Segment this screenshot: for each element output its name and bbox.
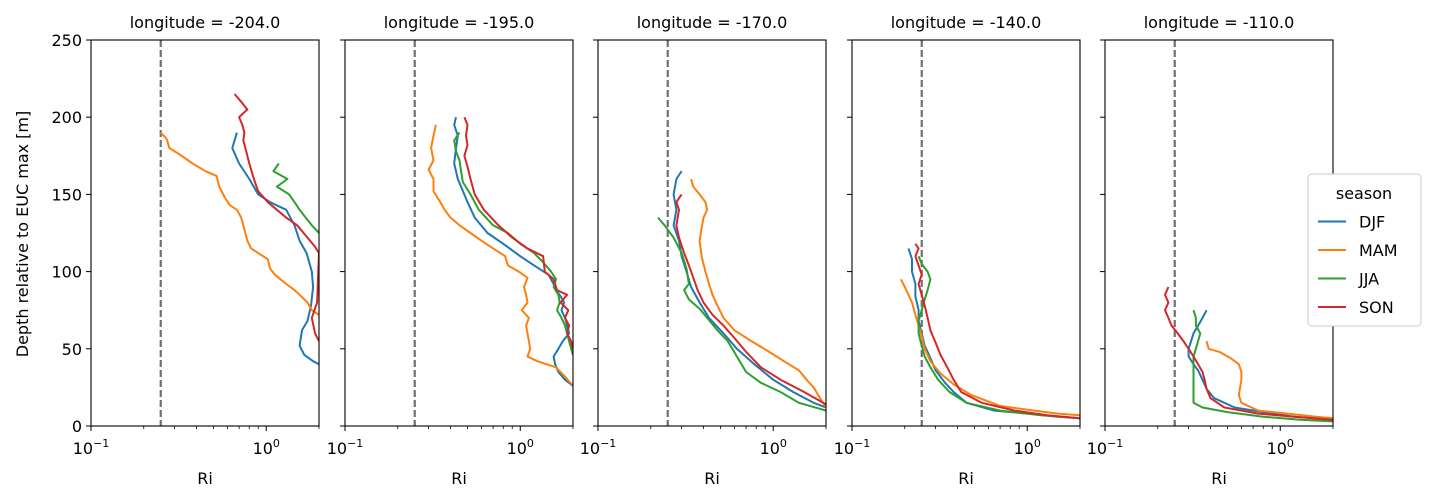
y-tick-label: 0 [72,417,82,436]
series-line-son [675,193,826,406]
x-tick-label: 100 [253,437,280,458]
series-line-jja [453,132,573,356]
x-axis-label: Ri [451,469,467,488]
series-line-djf [231,132,319,366]
x-axis-label: Ri [1211,469,1227,488]
x-axis-label: Ri [704,469,720,488]
series-line-jja [917,255,1080,420]
x-tick-label: 10−1 [1087,437,1124,458]
series-line-mam [1205,340,1333,420]
panel-title: longitude = -140.0 [891,13,1042,32]
x-tick-label: 100 [760,437,787,458]
legend-label-mam: MAM [1359,241,1398,260]
y-tick-label: 150 [51,185,82,204]
y-axis-label: Depth relative to EUC max [m] [13,111,32,358]
panel-3: longitude = -170.0 10−1 100 Ri [580,13,827,488]
panel-1: longitude = -204.0 0 50 100 150 200 250 10−1 100… [51,13,320,488]
panel-title: longitude = -170.0 [637,13,788,32]
legend-title: season [1336,184,1392,203]
legend-frame [1307,173,1422,327]
series-line-mam [690,178,826,409]
series-line-son [463,116,573,350]
y-tick-label: 50 [62,340,82,359]
series-line-mam [159,131,319,316]
y-tick-label: 100 [51,263,82,282]
panel-5: longitude = -110.0 10−1 100 Ri [1087,13,1334,488]
series-line-djf [1187,309,1333,421]
panel-title: longitude = -204.0 [130,13,281,32]
x-tick-label: 100 [507,437,534,458]
x-tick-label: 10−1 [580,437,617,458]
panel-2: longitude = -195.0 10−1 100 Ri [327,13,574,488]
plot-frame [344,39,574,427]
plot-frame [597,39,827,427]
x-tick-label: 10−1 [73,437,110,458]
series-line-son [233,93,319,342]
series-line-jja [657,216,826,412]
panel-title: longitude = -195.0 [384,13,535,32]
legend-items: DJF MAM JJA SON [1318,213,1398,317]
panel-4: longitude = -140.0 10−1 100 Ri [834,13,1081,488]
y-tick-label: 200 [51,108,82,127]
legend-label-djf: DJF [1359,213,1385,232]
panels: longitude = -204.0 0 50 100 150 200 250 10−1 100… [51,13,1334,488]
series-line-mam [427,124,573,387]
y-tick-label: 250 [51,31,82,50]
x-tick-label: 100 [1014,437,1041,458]
panel-title: longitude = -110.0 [1144,13,1295,32]
x-tick-label: 10−1 [327,437,364,458]
x-tick-label: 10−1 [834,437,871,458]
x-axis-label: Ri [197,469,213,488]
plot-frame [90,39,320,427]
plot-frame [851,39,1081,427]
series-line-son [914,243,1080,420]
legend: season DJF MAM JJA SON [1307,173,1422,327]
x-axis-label: Ri [958,469,974,488]
legend-label-jja: JJA [1358,270,1379,289]
series-line-djf [453,116,573,387]
plot-frame [1104,39,1334,427]
x-tick-label: 100 [1267,437,1294,458]
series-line-jja [272,162,319,234]
series-line-djf [907,248,1080,420]
series-line-mam [900,278,1080,417]
series-line-jja [1192,309,1333,423]
series-line-son [1164,286,1333,421]
series-line-djf [672,170,826,409]
legend-label-son: SON [1359,298,1394,317]
